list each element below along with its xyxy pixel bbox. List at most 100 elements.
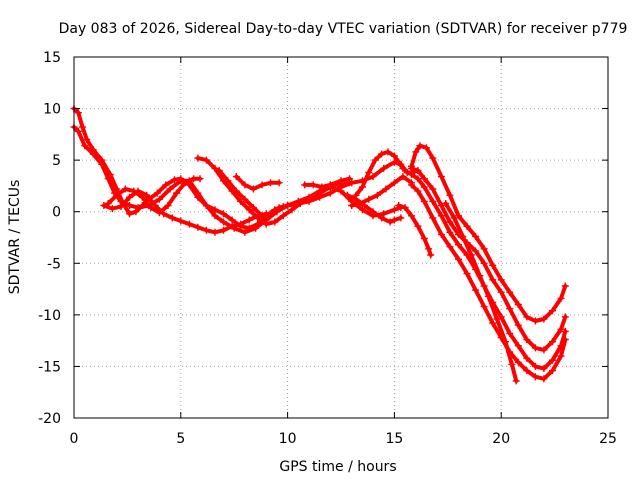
data-point [493,315,501,323]
data-point [220,226,227,234]
data-point [271,218,279,226]
series-line [72,125,352,235]
data-point [395,158,403,166]
data-point [531,344,539,352]
data-point [100,202,108,209]
data-point [497,276,505,284]
series-arc-16 [408,181,569,383]
data-point [380,164,388,172]
grid-layer [74,57,608,418]
data-point [358,206,366,214]
data-point [185,220,193,228]
data-point [346,179,353,187]
data-point [455,212,462,220]
x-axis-label: GPS time / hours [279,459,396,475]
data-point [211,164,219,172]
data-point [373,191,381,199]
data-point [557,294,565,302]
data-point [170,176,178,184]
data-point [386,218,394,226]
data-point [395,202,403,209]
data-point [228,222,236,230]
data-point [380,210,388,218]
data-point [74,127,82,135]
data-point [420,183,428,191]
data-point [497,313,505,321]
data-point [252,224,260,232]
data-point [540,365,548,372]
data-point [326,189,334,197]
data-point [138,193,146,201]
data-point [190,175,198,183]
data-point [155,195,163,203]
data-point [348,202,356,209]
plot-frame [73,56,609,419]
data-point [403,169,411,176]
series-arc-8 [301,179,353,191]
data-point [211,206,219,214]
data-point [369,173,377,181]
data-point [241,181,249,189]
series-layer [70,105,569,385]
data-point [455,255,462,263]
data-point [153,189,161,197]
data-point [132,208,140,216]
data-point [399,173,407,181]
data-point [258,212,266,220]
data-point [549,307,556,315]
y-tick-label: -20 [38,411,61,427]
data-point [173,189,180,197]
y-tick-label: 0 [52,205,61,221]
data-point [126,193,133,201]
data-point [267,210,274,218]
data-point [523,354,531,362]
data-point [531,362,539,370]
data-point [429,197,437,205]
data-point [378,150,386,158]
data-point [549,338,556,346]
data-point [228,216,236,224]
data-point [514,321,522,329]
y-tick-label: 10 [43,102,61,118]
data-point [480,245,488,253]
data-point [384,148,392,156]
data-point [463,270,471,278]
data-point [459,233,467,240]
data-point [506,305,514,313]
data-point [249,204,257,212]
data-point [408,171,415,179]
data-point [215,167,223,174]
data-point [446,228,454,236]
data-point [316,193,324,201]
data-point [437,230,445,238]
data-point [429,214,437,222]
data-point [162,181,170,189]
data-point [540,375,548,383]
data-point [476,272,484,280]
series-arc-4 [104,175,204,217]
data-point [484,292,492,300]
data-point [390,206,398,214]
data-point [561,327,569,335]
data-point [288,206,296,214]
y-axis-label: SDTVAR / TECUs [7,180,23,295]
data-point [414,167,422,174]
data-point [399,164,407,172]
data-point [147,204,155,212]
data-point [79,123,86,131]
data-point [382,185,390,193]
data-point [126,210,133,218]
data-point [232,173,240,181]
data-point [117,203,125,211]
data-point [446,191,454,199]
data-point [531,317,539,325]
data-point [414,222,422,230]
data-point [442,200,450,207]
data-point [502,338,509,346]
data-point [429,185,437,193]
data-point [358,183,366,191]
data-point [463,222,471,230]
data-point [561,282,569,290]
data-point [241,228,249,236]
